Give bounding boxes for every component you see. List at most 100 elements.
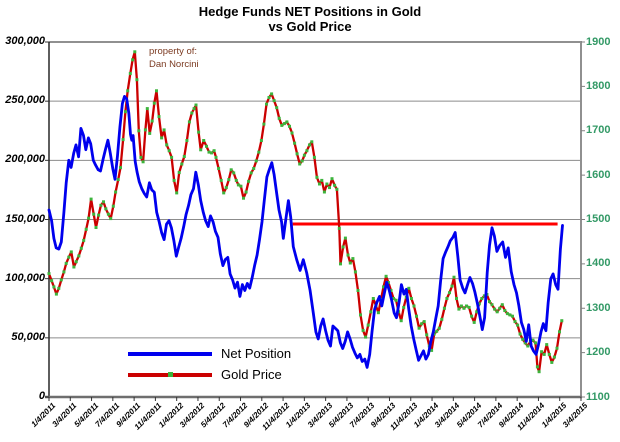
gold-price-marker (143, 128, 147, 132)
y-axis-label-left: 250,000 (5, 94, 45, 107)
gold-price-marker (126, 89, 130, 93)
gold-price-marker (425, 333, 429, 337)
gold-price-marker (128, 72, 132, 75)
gold-price-marker (247, 179, 251, 183)
gold-price-marker (493, 307, 497, 311)
gold-price-marker (148, 131, 152, 135)
gold-price-marker (511, 314, 514, 318)
gold-price-marker (192, 107, 196, 111)
ownership-annotation: property of: Dan Norcini (149, 45, 199, 71)
y-axis-label-right: 1900 (586, 35, 611, 48)
ownership-annotation-line2: Dan Norcini (149, 59, 199, 70)
gold-price-marker (152, 101, 156, 105)
gold-price-marker (57, 286, 61, 290)
gold-price-marker (540, 350, 544, 354)
y-axis-label-left: 300,000 (5, 35, 45, 47)
gold-price-marker (526, 344, 530, 348)
gold-price-marker (236, 183, 240, 187)
gold-price-marker (111, 204, 115, 208)
y-axis-label-left: 50,000 (11, 330, 45, 343)
gold-price-marker (459, 304, 463, 308)
gold-price-marker (222, 191, 226, 195)
gold-price-marker (369, 310, 373, 314)
gold-price-marker (272, 99, 276, 103)
gold-price-marker (320, 178, 324, 182)
gold-price-marker (480, 297, 484, 300)
gold-price-marker (190, 111, 194, 115)
gold-price-marker (212, 149, 216, 153)
gold-price-marker (145, 107, 149, 111)
gold-price-marker (382, 285, 385, 289)
gold-price-marker (490, 303, 494, 307)
y-axis-label-right: 1200 (586, 346, 611, 359)
gold-price-marker (267, 96, 271, 99)
gold-price-marker (386, 281, 390, 284)
legend: Net Position Gold Price (128, 343, 291, 385)
gold-price-marker (442, 306, 446, 310)
gold-price-marker (137, 129, 141, 133)
gold-price-marker (445, 297, 449, 300)
gold-price-marker (214, 155, 218, 159)
gold-price-marker (534, 341, 537, 345)
gold-price-marker (346, 253, 350, 257)
gold-price-marker (500, 303, 504, 307)
y-axis-label-right: 1700 (586, 124, 611, 137)
gold-price-marker (285, 120, 289, 124)
gold-price-marker (295, 152, 299, 156)
gold-price-marker (194, 103, 198, 107)
y-axis-label-right: 1600 (586, 168, 611, 181)
gold-price-marker (318, 182, 321, 186)
chart-title-line2: vs Gold Price (268, 19, 352, 34)
gold-price-marker (325, 182, 329, 186)
gold-price-marker (116, 178, 120, 182)
gold-price-marker (280, 123, 284, 127)
gold-price-marker (531, 338, 535, 342)
gold-price-marker (288, 124, 291, 128)
gold-price-marker (503, 309, 507, 312)
gold-price-marker (558, 330, 561, 334)
gold-price-marker (356, 289, 360, 292)
gold-price-marker (259, 139, 263, 142)
gold-price-marker (371, 297, 375, 300)
gold-price-marker (477, 302, 481, 306)
gold-price-marker (293, 141, 297, 145)
gold-price-marker (257, 150, 261, 154)
y-axis-label-left: 200,000 (5, 153, 45, 166)
gold-price-marker (337, 226, 341, 230)
gold-price-marker (114, 190, 118, 194)
gold-price-marker (470, 314, 474, 318)
green-marker-sample (167, 372, 173, 377)
gold-price-marker (202, 139, 206, 142)
gold-price-marker (440, 317, 444, 321)
legend-label-gold-price: Gold Price (221, 367, 282, 382)
gold-price-marker (84, 227, 88, 231)
gold-price-marker (353, 270, 357, 274)
gold-price-marker (359, 313, 362, 317)
blue-line-sample (128, 351, 212, 356)
gold-price-marker (523, 341, 527, 345)
gold-price-marker (252, 167, 256, 170)
gold-price-marker (432, 332, 436, 336)
gold-price-marker (302, 153, 306, 157)
gold-price-marker (165, 143, 169, 147)
gold-price-marker (475, 310, 479, 314)
y-axis-label-right: 1500 (586, 213, 611, 225)
gold-price-marker (64, 261, 68, 265)
y-axis-label-right: 1300 (586, 301, 611, 314)
gold-price-marker (415, 314, 418, 318)
gold-price-marker (495, 310, 499, 314)
gold-price-marker (217, 167, 221, 170)
gold-price-marker (167, 149, 171, 153)
gold-price-marker (407, 286, 411, 290)
gold-price-marker (420, 322, 424, 326)
gold-price-marker (109, 217, 113, 221)
gold-price-marker (305, 149, 309, 153)
gold-price-marker (550, 360, 554, 364)
gold-price-marker (366, 323, 370, 327)
gold-price-marker (121, 138, 125, 142)
gold-price-marker (131, 58, 135, 62)
gold-price-marker (199, 148, 203, 152)
gold-price-marker (99, 203, 103, 207)
gold-price-marker (277, 116, 281, 120)
